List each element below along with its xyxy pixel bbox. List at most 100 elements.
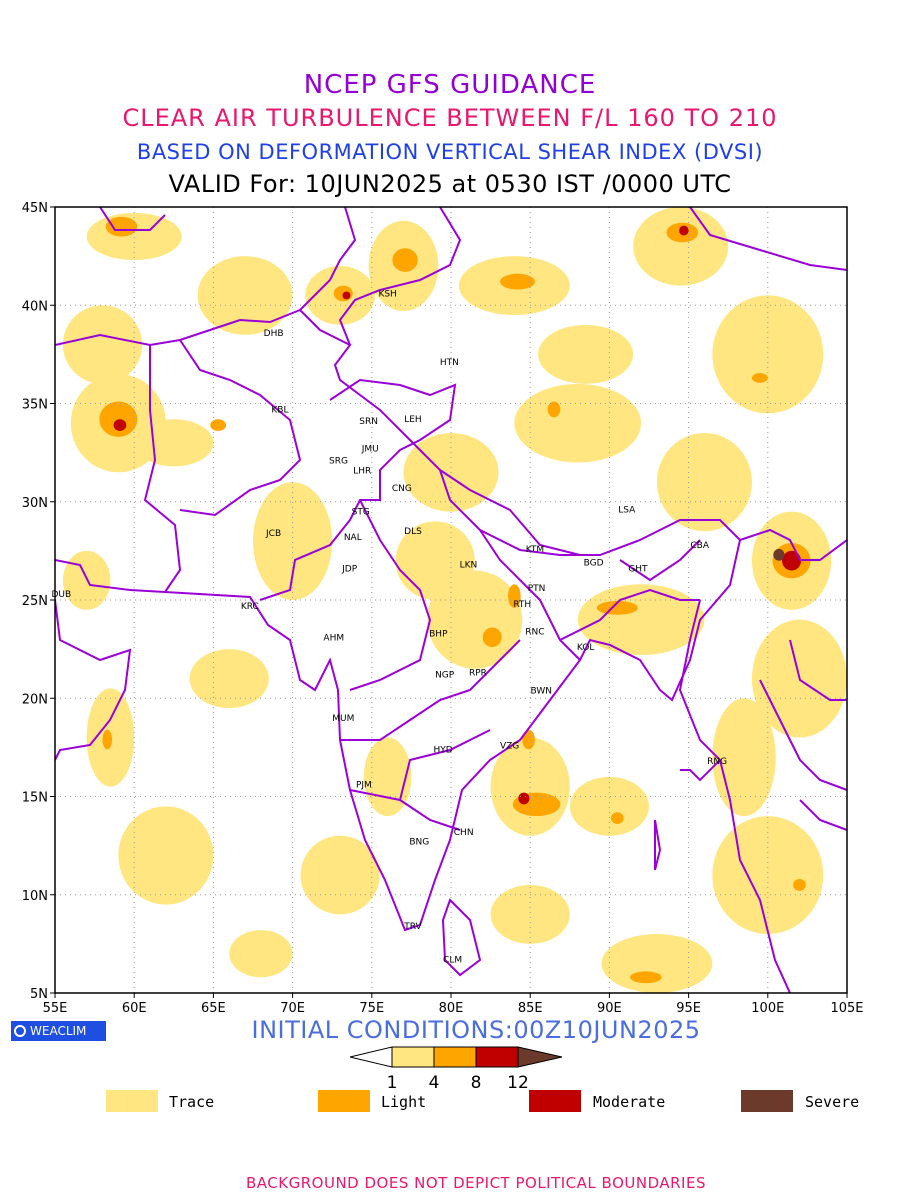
station-label-ght: GHT xyxy=(628,565,648,575)
map-subtitle: CLEAR AIR TURBULENCE BETWEEN F/L 160 TO … xyxy=(122,104,778,132)
turbulence-area-trace xyxy=(656,432,752,532)
turbulence-area-light xyxy=(508,584,521,608)
lat-tick-label: 10N xyxy=(22,889,48,904)
turbulence-area-trace xyxy=(712,698,776,817)
colorbar-severe-arrow xyxy=(517,1046,563,1068)
turbulence-area-trace xyxy=(601,934,713,993)
station-label-rth: RTH xyxy=(513,600,531,610)
station-label-lsa: LSA xyxy=(618,506,636,516)
station-label-ptn: PTN xyxy=(528,584,546,594)
station-label-vzg: VZG xyxy=(500,741,519,751)
station-label-dub: DUB xyxy=(51,590,71,600)
colorbar-tick: 1 xyxy=(387,1073,398,1093)
turbulence-area-trace xyxy=(538,324,634,384)
legend-swatch-trace xyxy=(106,1090,158,1112)
turbulence-area-trace xyxy=(253,482,333,600)
turbulence-area-light xyxy=(522,729,535,750)
station-label-dls: DLS xyxy=(404,527,422,537)
legend-label: Severe xyxy=(805,1093,860,1111)
turbulence-area-trace xyxy=(189,649,269,709)
station-label-clm: CLM xyxy=(443,956,462,966)
station-label-ahm: AHM xyxy=(323,633,344,643)
lon-tick-label: 75E xyxy=(359,1001,384,1016)
station-label-kbl: KBL xyxy=(271,405,288,415)
turbulence-area-severe xyxy=(773,548,785,561)
colorbar-low-arrow xyxy=(349,1046,393,1068)
turbulence-area-trace xyxy=(514,383,642,463)
lon-tick-label: 105E xyxy=(830,1001,863,1016)
turbulence-area-trace xyxy=(490,884,570,944)
legend-swatch-severe xyxy=(741,1090,793,1112)
map-method: BASED ON DEFORMATION VERTICAL SHEAR INDE… xyxy=(136,140,764,164)
station-label-srg: SRG xyxy=(329,456,348,466)
station-label-htn: HTN xyxy=(440,358,459,368)
turbulence-area-light xyxy=(610,812,624,825)
lat-tick-label: 45N xyxy=(22,201,48,216)
boundary-lines xyxy=(55,207,847,993)
turbulence-area-moderate xyxy=(782,550,802,571)
station-label-bwn: BWN xyxy=(531,686,553,696)
station-label-leh: LEH xyxy=(404,415,421,425)
turbulence-area-trace xyxy=(712,816,824,935)
station-label-ktm: KTM xyxy=(526,545,544,555)
lon-tick-label: 70E xyxy=(280,1001,305,1016)
station-label-lkn: LKN xyxy=(460,561,478,571)
station-label-ksh: KSH xyxy=(378,289,396,299)
turbulence-area-trace xyxy=(569,776,650,836)
weaclim-logo: WEACLIM xyxy=(11,1021,106,1041)
lon-tick-label: 85E xyxy=(518,1001,543,1016)
turbulence-area-moderate xyxy=(518,792,530,805)
lat-tick-label: 25N xyxy=(22,594,48,609)
colorbar-tick: 12 xyxy=(507,1073,529,1093)
lon-tick-label: 55E xyxy=(43,1001,68,1016)
colorbar-tick: 4 xyxy=(429,1073,440,1093)
station-label-rng: RNG xyxy=(707,757,727,767)
turbulence-area-light xyxy=(793,879,806,891)
colorbar-trace xyxy=(391,1046,435,1068)
lat-tick-label: 35N xyxy=(22,398,48,413)
station-label-krc: KRC xyxy=(241,602,259,612)
valid-time: VALID For: 10JUN2025 at 0530 IST /0000 U… xyxy=(168,170,732,198)
station-label-mum: MUM xyxy=(332,714,354,724)
turbulence-area-trace xyxy=(229,930,293,978)
station-label-hyd: HYD xyxy=(433,745,452,755)
lon-tick-label: 65E xyxy=(201,1001,226,1016)
station-label-kol: KOL xyxy=(577,643,595,653)
colorbar-tick: 8 xyxy=(471,1073,482,1093)
station-label-trv: TRV xyxy=(403,922,422,932)
turbulence-area-trace xyxy=(363,737,412,817)
station-label-cba: CBA xyxy=(690,541,709,551)
lat-tick-label: 20N xyxy=(22,692,48,707)
turbulence-area-light xyxy=(596,600,638,615)
lon-tick-label: 60E xyxy=(122,1001,147,1016)
axis-ticks: 55E 60E 65E 70E 75E 80E 85E 90E 95E 100E 105E 45N 40… xyxy=(22,201,864,1016)
turbulence-area-trace xyxy=(62,305,143,384)
lat-tick-label: 40N xyxy=(22,299,48,314)
legend-label: Trace xyxy=(169,1093,215,1111)
lat-tick-label: 30N xyxy=(22,496,48,511)
disclaimer: BACKGROUND DOES NOT DEPICT POLITICAL BOU… xyxy=(246,1174,706,1192)
station-label-stg: STG xyxy=(352,508,370,518)
turbulence-area-light xyxy=(547,401,561,418)
turbulence-area-trace xyxy=(134,419,214,467)
turbulence-area-trace xyxy=(633,207,729,286)
turbulence-area-moderate xyxy=(679,225,689,236)
legend-swatch-light xyxy=(318,1090,370,1112)
station-label-jdp: JDP xyxy=(341,565,358,575)
initial-conditions: INITIAL CONDITIONS:00Z10JUN2025 xyxy=(251,1016,701,1044)
station-label-chn: CHN xyxy=(454,828,474,838)
station-label-bgd: BGD xyxy=(584,559,604,569)
turbulence-area-moderate xyxy=(342,291,351,300)
station-label-srn: SRN xyxy=(359,417,378,427)
station-label-bhp: BHP xyxy=(429,629,448,639)
station-label-ngp: NGP xyxy=(435,671,455,681)
colorbar-moderate xyxy=(475,1046,519,1068)
graticule xyxy=(55,207,847,993)
legend-label: Light xyxy=(381,1093,427,1111)
turbulence-area-trace xyxy=(395,521,475,600)
station-label-lhr: LHR xyxy=(353,466,371,476)
logo-ring-icon xyxy=(14,1025,26,1037)
legend-swatch-moderate xyxy=(529,1090,581,1112)
turbulence-area-trace xyxy=(197,256,293,335)
